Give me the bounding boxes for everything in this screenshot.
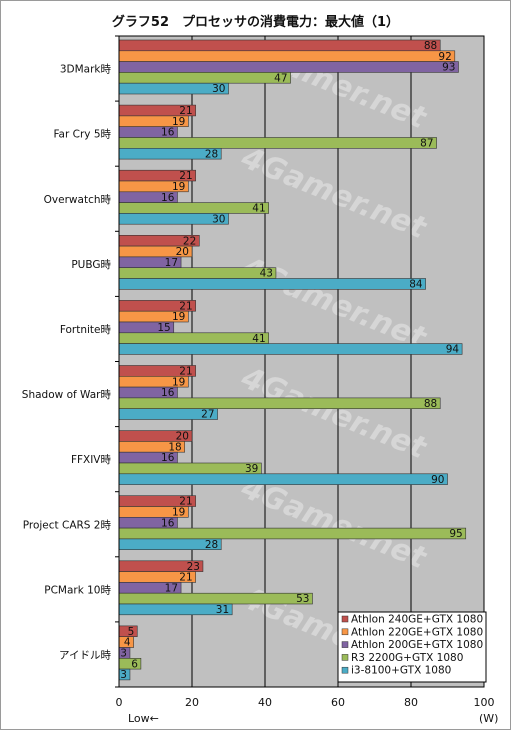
bar-value-label: 18: [168, 441, 181, 453]
bar-value-label: 19: [172, 116, 185, 128]
category-label: アイドル時: [59, 649, 111, 661]
legend-swatch: [341, 654, 349, 661]
bar: [118, 50, 456, 62]
bar: [118, 202, 269, 214]
bar-value-label: 88: [424, 40, 437, 52]
legend-label: Athlon 240GE+GTX 1080: [351, 614, 483, 626]
legend-label: i3-8100+GTX 1080: [351, 665, 451, 677]
bar-value-label: 19: [172, 376, 185, 388]
category-label: Overwatch時: [44, 194, 112, 206]
bar: [118, 462, 262, 475]
bar-value-label: 16: [161, 517, 175, 529]
x-tick-label: 60: [331, 696, 345, 709]
bar-value-label: 20: [176, 431, 189, 443]
bar-value-label: 19: [172, 311, 185, 323]
bar-value-label: 3: [120, 669, 127, 681]
category-label: Far Cry 5時: [53, 129, 111, 141]
bar-value-label: 17: [165, 582, 178, 594]
bar-value-label: 90: [431, 474, 444, 486]
category-label: PUBG時: [71, 259, 111, 271]
bar-value-label: 16: [161, 452, 175, 464]
bar-value-label: 19: [172, 507, 185, 519]
category-label: Shadow of War時: [22, 389, 112, 401]
bar-value-label: 88: [424, 398, 437, 410]
bar: [118, 343, 463, 355]
bar: [118, 397, 441, 409]
bar-value-label: 17: [165, 257, 178, 269]
x-tick-label: 0: [116, 696, 123, 709]
bar-value-label: 16: [161, 387, 175, 399]
chart-title: グラフ52 プロセッサの消費電力：最大値（1）: [111, 15, 400, 30]
x-tick-label: 20: [185, 696, 199, 709]
legend-swatch: [341, 628, 349, 636]
bar-value-label: 21: [179, 300, 192, 312]
category-label: Project CARS 2時: [23, 519, 112, 531]
bar-value-label: 43: [260, 268, 273, 280]
bar-value-label: 92: [438, 51, 451, 63]
bar: [118, 39, 441, 52]
legend-swatch: [341, 641, 349, 648]
bar-value-label: 20: [176, 246, 189, 258]
bar-value-label: 3: [120, 648, 127, 660]
bar: [118, 72, 291, 84]
bar: [118, 61, 459, 73]
legend-swatch: [341, 666, 349, 674]
bar: [118, 332, 269, 344]
bar: [118, 592, 313, 605]
bar-value-label: 21: [179, 105, 192, 117]
bar-value-label: 16: [161, 127, 175, 139]
bar-value-label: 15: [157, 322, 170, 334]
bar-value-label: 47: [274, 72, 287, 84]
bar-value-label: 30: [212, 83, 225, 95]
bar-value-label: 5: [128, 626, 135, 638]
bar: [118, 267, 277, 279]
plot-border: [118, 35, 485, 688]
category-label: PCMark 10時: [44, 584, 111, 596]
legend-label: Athlon 200GE+GTX 1080: [351, 639, 483, 651]
bar: [118, 527, 467, 540]
bar-value-label: 21: [179, 572, 192, 584]
x-tick-label: 100: [474, 696, 495, 709]
bar-value-label: 28: [205, 539, 218, 551]
bar-value-label: 4: [124, 637, 131, 649]
legend-label: R3 2200G+GTX 1080: [351, 652, 463, 664]
bar-value-label: 53: [296, 593, 309, 605]
bar-value-label: 93: [442, 62, 455, 74]
bar-value-label: 21: [179, 496, 192, 508]
category-label: FFXIV時: [71, 454, 112, 466]
bar-value-label: 94: [446, 344, 460, 356]
bar-value-label: 19: [172, 181, 185, 193]
direction-label: Low←: [128, 712, 159, 725]
bar-value-label: 95: [449, 528, 462, 540]
x-tick-label: 80: [404, 696, 418, 709]
bar-value-label: 39: [245, 463, 258, 475]
bar-value-label: 6: [131, 658, 138, 670]
legend-label: Athlon 220GE+GTX 1080: [351, 626, 483, 638]
bar-value-label: 23: [187, 561, 200, 573]
bar-value-label: 21: [179, 366, 192, 378]
bar: [118, 278, 426, 290]
bar-value-label: 41: [252, 203, 265, 215]
legend-box: [337, 611, 487, 683]
bar-value-label: 27: [201, 409, 214, 421]
category-label: Fortnite時: [60, 324, 112, 336]
bar: [118, 473, 448, 485]
bar-value-label: 84: [409, 279, 423, 291]
bar-value-label: 87: [420, 138, 433, 150]
bar-value-label: 28: [205, 148, 218, 160]
bar-value-label: 21: [179, 170, 192, 182]
bar-value-label: 41: [252, 333, 265, 345]
unit-label: (W): [479, 712, 498, 725]
category-label: 3DMark時: [60, 64, 112, 76]
bar-value-label: 22: [183, 235, 196, 247]
x-tick-label: 40: [258, 696, 272, 709]
bar-value-label: 31: [216, 604, 229, 616]
bar: [118, 137, 437, 149]
legend-swatch: [341, 615, 349, 623]
bar-value-label: 30: [212, 213, 225, 225]
bar-value-label: 16: [161, 192, 175, 204]
